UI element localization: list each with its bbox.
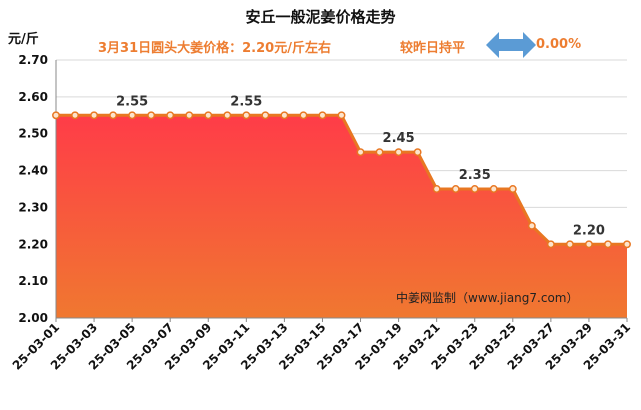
change-label: 较昨日持平 xyxy=(400,41,466,56)
data-point xyxy=(147,111,156,120)
data-point xyxy=(318,111,327,120)
data-point xyxy=(52,111,60,120)
data-point xyxy=(166,111,175,120)
data-point xyxy=(584,240,593,249)
data-point xyxy=(489,185,498,193)
data-point xyxy=(375,148,384,157)
data-point xyxy=(71,111,79,120)
data-point xyxy=(90,111,99,120)
data-point xyxy=(394,148,403,157)
data-point xyxy=(623,240,631,249)
data-point xyxy=(451,185,460,193)
y-tick-label: 2.70 xyxy=(18,53,48,67)
data-point xyxy=(413,148,422,157)
data-label: 2.45 xyxy=(383,131,415,146)
data-point xyxy=(356,148,365,157)
data-point xyxy=(432,185,441,193)
y-axis-unit-label: 元/斤 xyxy=(8,32,39,47)
data-point xyxy=(128,111,137,120)
data-point xyxy=(470,185,479,193)
data-point xyxy=(508,185,517,193)
data-point xyxy=(565,240,574,249)
watermark-text: 中姜网监制（www.jiang7.com） xyxy=(396,290,578,305)
price-area xyxy=(56,115,627,319)
y-tick-label: 2.60 xyxy=(18,90,48,104)
price-subtitle: 3月31日圆头大姜价格：2.20元/斤左右 xyxy=(98,41,331,56)
data-point xyxy=(337,111,346,120)
data-point xyxy=(185,111,194,120)
data-point xyxy=(204,111,213,120)
y-tick-label: 2.30 xyxy=(18,200,48,214)
data-label: 2.20 xyxy=(573,223,605,238)
data-point xyxy=(604,240,612,249)
data-point xyxy=(242,111,251,120)
chart-title: 安丘一般泥姜价格走势 xyxy=(245,8,396,26)
data-label: 2.55 xyxy=(116,94,148,109)
data-point xyxy=(261,111,270,120)
y-tick-label: 2.40 xyxy=(18,164,48,178)
data-point xyxy=(223,111,232,120)
data-label: 2.35 xyxy=(459,168,491,183)
y-tick-label: 2.00 xyxy=(18,311,48,325)
data-point xyxy=(280,111,289,120)
y-tick-label: 2.20 xyxy=(18,237,48,251)
change-value: 0.00% xyxy=(536,37,582,52)
data-label: 2.55 xyxy=(230,94,262,109)
data-point xyxy=(546,240,555,249)
double-arrow-icon xyxy=(486,32,536,58)
y-tick-label: 2.50 xyxy=(18,127,48,141)
y-tick-label: 2.10 xyxy=(18,274,48,288)
data-point xyxy=(109,111,118,120)
data-point xyxy=(527,221,536,230)
data-point xyxy=(299,111,308,120)
